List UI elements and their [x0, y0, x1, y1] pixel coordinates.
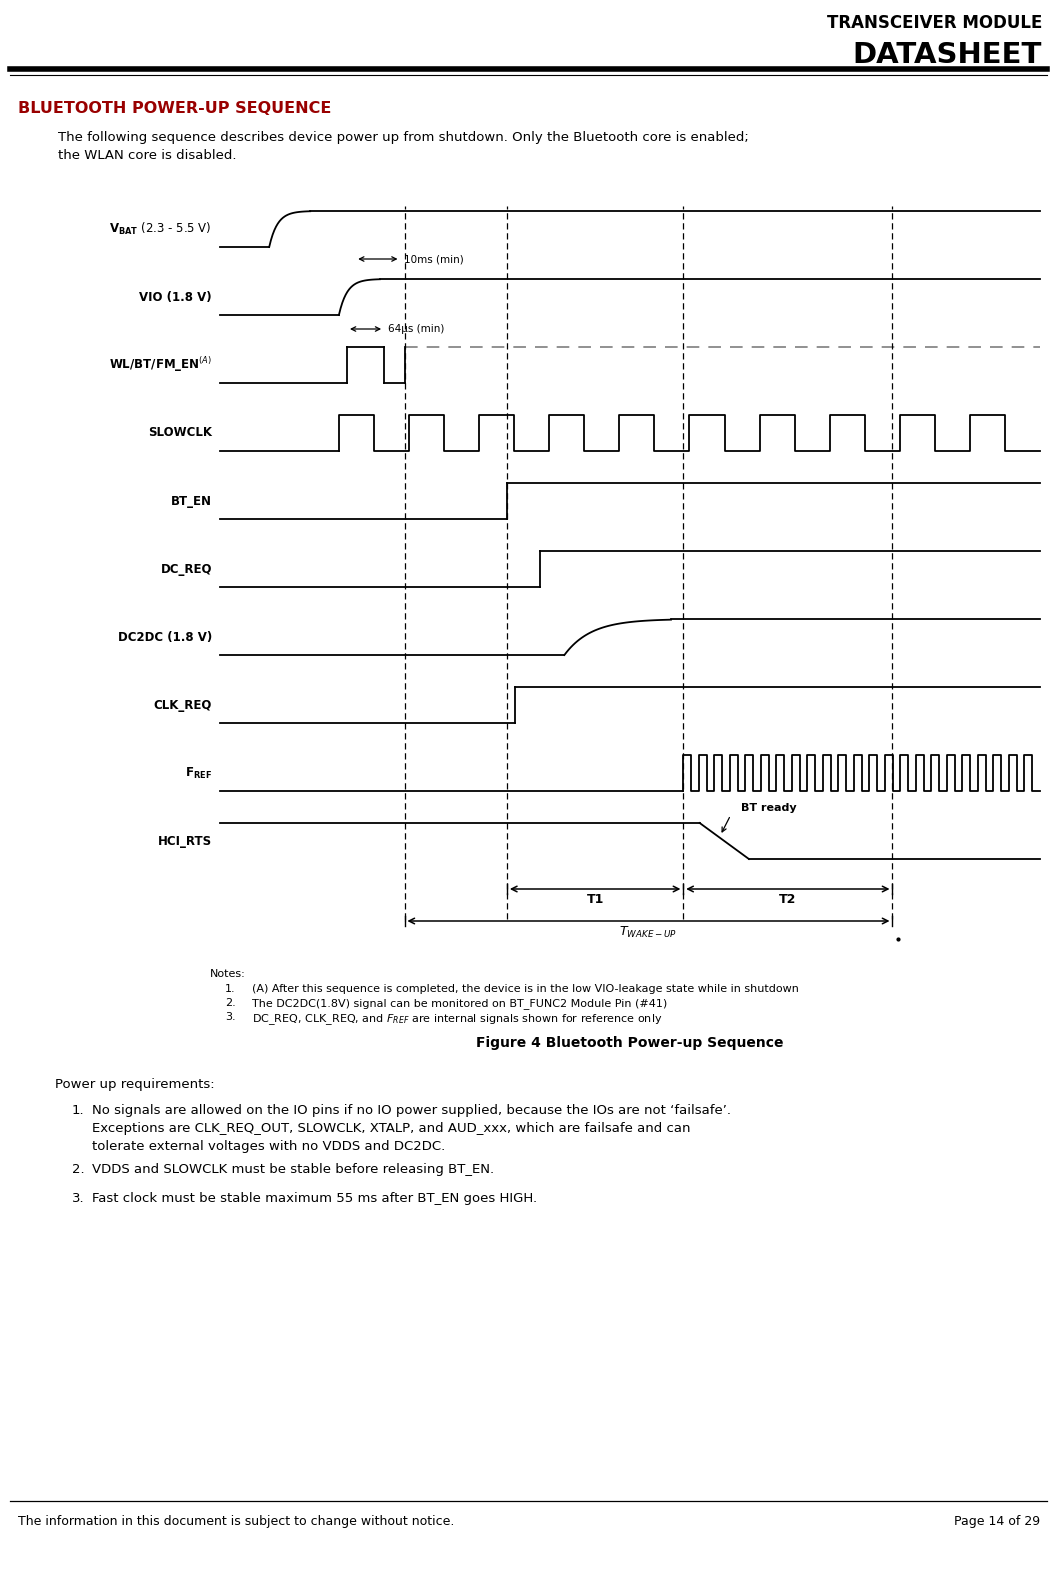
- Text: 3.: 3.: [225, 1012, 236, 1021]
- Text: 2.: 2.: [72, 1163, 85, 1177]
- Text: BT_EN: BT_EN: [171, 494, 212, 507]
- Text: 64μs (min): 64μs (min): [388, 325, 445, 334]
- Text: $\mathbf{F_{REF}}$: $\mathbf{F_{REF}}$: [185, 766, 212, 780]
- Text: SLOWCLK: SLOWCLK: [148, 427, 212, 439]
- Text: DC2DC (1.8 V): DC2DC (1.8 V): [117, 631, 212, 643]
- Text: DC_REQ: DC_REQ: [161, 563, 212, 576]
- Text: WL/BT/FM_EN$^{(A)}$: WL/BT/FM_EN$^{(A)}$: [109, 356, 212, 375]
- Text: BT ready: BT ready: [741, 803, 796, 813]
- Text: Page 14 of 29: Page 14 of 29: [953, 1516, 1040, 1528]
- Text: DATASHEET: DATASHEET: [853, 41, 1042, 69]
- Text: VIO (1.8 V): VIO (1.8 V): [140, 290, 212, 303]
- Text: TRANSCEIVER MODULE: TRANSCEIVER MODULE: [827, 14, 1042, 31]
- Text: DC_REQ, CLK_REQ, and $F_{REF}$ are internal signals shown for reference only: DC_REQ, CLK_REQ, and $F_{REF}$ are inter…: [252, 1012, 663, 1026]
- Text: Power up requirements:: Power up requirements:: [55, 1078, 215, 1090]
- Text: CLK_REQ: CLK_REQ: [153, 698, 212, 711]
- Text: Figure 4 Bluetooth Power-up Sequence: Figure 4 Bluetooth Power-up Sequence: [477, 1036, 783, 1050]
- Text: Notes:: Notes:: [210, 970, 245, 979]
- Text: $\mathbf{V_{BAT}}$ (2.3 - 5.5 V): $\mathbf{V_{BAT}}$ (2.3 - 5.5 V): [110, 221, 212, 237]
- Text: the WLAN core is disabled.: the WLAN core is disabled.: [58, 149, 237, 162]
- Text: VDDS and SLOWCLK must be stable before releasing BT_EN.: VDDS and SLOWCLK must be stable before r…: [92, 1163, 494, 1177]
- Text: BLUETOOTH POWER-UP SEQUENCE: BLUETOOTH POWER-UP SEQUENCE: [18, 100, 332, 116]
- Text: $T_{WAKE-UP}$: $T_{WAKE-UP}$: [619, 926, 678, 940]
- Text: 3.: 3.: [72, 1192, 85, 1205]
- Text: T1: T1: [587, 893, 604, 905]
- Text: The information in this document is subject to change without notice.: The information in this document is subj…: [18, 1516, 455, 1528]
- Text: Fast clock must be stable maximum 55 ms after BT_EN goes HIGH.: Fast clock must be stable maximum 55 ms …: [92, 1192, 537, 1205]
- Text: 10ms (min): 10ms (min): [405, 254, 464, 264]
- Text: No signals are allowed on the IO pins if no IO power supplied, because the IOs a: No signals are allowed on the IO pins if…: [92, 1105, 731, 1153]
- Text: The DC2DC(1.8V) signal can be monitored on BT_FUNC2 Module Pin (#41): The DC2DC(1.8V) signal can be monitored …: [252, 998, 667, 1009]
- Text: HCI_RTS: HCI_RTS: [157, 835, 212, 847]
- Text: 1.: 1.: [225, 984, 236, 995]
- Text: T2: T2: [779, 893, 797, 905]
- Text: The following sequence describes device power up from shutdown. Only the Bluetoo: The following sequence describes device …: [58, 130, 748, 144]
- Text: 1.: 1.: [72, 1105, 85, 1117]
- Text: 2.: 2.: [225, 998, 236, 1007]
- Text: (A) After this sequence is completed, the device is in the low VIO-leakage state: (A) After this sequence is completed, th…: [252, 984, 799, 995]
